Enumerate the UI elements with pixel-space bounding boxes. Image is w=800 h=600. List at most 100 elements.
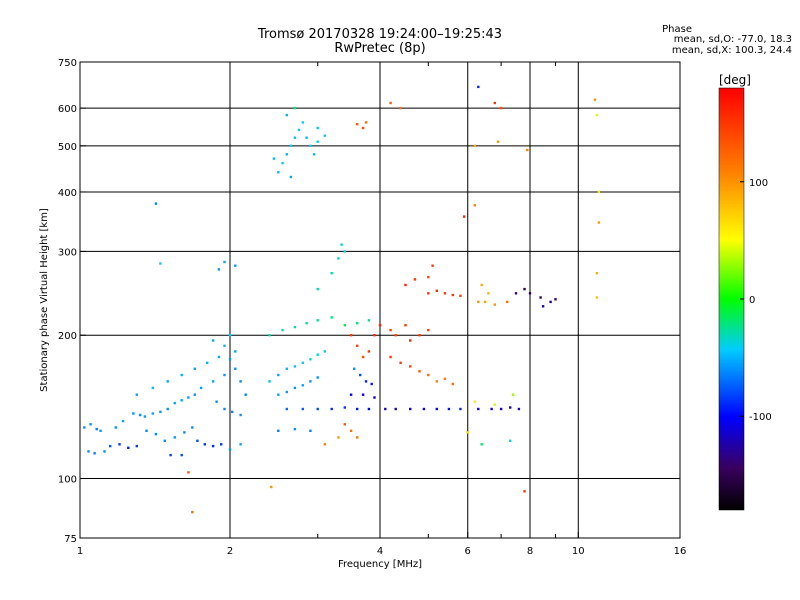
data-point [356,436,359,439]
data-point [528,292,532,295]
y-tick-label: 75 [64,534,77,545]
data-point [480,443,483,446]
data-point [312,153,316,156]
data-point [293,325,297,329]
x-tick-label: 4 [377,546,383,557]
data-point [364,121,368,124]
data-point [187,471,190,474]
data-point [473,400,476,403]
data-point [316,407,319,411]
data-point [364,380,368,383]
data-point [404,283,407,287]
x-axis-label: Frequency [MHz] [338,559,422,570]
data-point [361,126,365,130]
y-tick-label: 500 [58,142,77,153]
data-point [217,355,221,359]
data-point [173,401,176,405]
data-point [323,350,326,353]
data-point [180,453,183,457]
data-point [499,106,503,110]
data-point [595,296,599,299]
data-point [394,334,397,337]
data-point [511,393,515,396]
data-point [223,344,226,347]
data-point [289,144,293,147]
data-point [493,403,496,406]
data-point [451,382,454,386]
data-point [597,221,601,224]
data-point [159,262,162,265]
data-point [330,272,333,275]
chart-title-line2: RwPretec (8p) [334,41,426,56]
data-point [447,407,451,411]
colorbar-tick-label: 100 [749,178,768,189]
data-point [166,380,169,383]
data-point [301,361,304,364]
data-point [293,427,297,431]
data-point [514,292,518,295]
data-point [323,134,326,137]
data-point [121,419,125,423]
data-point [215,400,218,403]
data-point [435,289,438,292]
data-point [135,393,138,396]
data-point [389,328,392,332]
data-point [135,444,138,448]
data-point [173,436,176,439]
data-point [206,361,209,364]
data-point [277,373,280,377]
data-point [384,407,387,411]
data-point [399,106,402,110]
data-point [289,175,293,179]
data-point [349,334,353,337]
data-point [159,410,162,414]
data-point [340,243,343,246]
data-point [399,361,402,364]
data-point [356,322,359,325]
data-point [220,443,223,446]
data-point [244,393,247,396]
data-point [493,101,496,105]
data-point [151,412,154,415]
y-tick-label: 200 [58,331,77,342]
data-point [413,278,417,281]
data-point [373,334,376,337]
data-point [422,407,426,411]
data-point [103,450,106,453]
data-point [378,324,382,327]
data-point [509,406,512,409]
x-tick-label: 8 [527,546,533,557]
data-point [477,300,480,304]
data-point [297,128,301,132]
phase-stat-o: mean, sd,O: -77.0, 18.3 [673,34,792,45]
data-point [316,287,319,291]
colorbar-unit-label: [deg] [719,73,751,87]
data-point [367,319,371,322]
data-point [316,126,319,130]
data-point [277,429,280,432]
data-point [87,450,90,453]
data-point [228,334,232,337]
data-point [517,407,521,411]
data-point [211,380,215,383]
data-point [239,380,242,383]
x-tick-label: 16 [674,546,687,557]
data-point [145,429,148,432]
data-point [223,260,226,264]
data-point [316,376,319,379]
phase-stat-x: mean, sd,X: 100.3, 24.4 [671,45,792,56]
data-point [211,339,215,342]
data-point [132,412,135,415]
data-point [316,319,319,322]
chart-grid [80,62,680,538]
data-point [316,353,319,356]
data-point [305,322,308,325]
data-point [435,407,438,411]
data-point [301,407,304,411]
data-point [337,257,340,260]
data-point [389,101,392,105]
data-point [309,358,312,361]
data-point [316,140,319,143]
data-point [459,294,462,297]
data-point [191,510,194,514]
